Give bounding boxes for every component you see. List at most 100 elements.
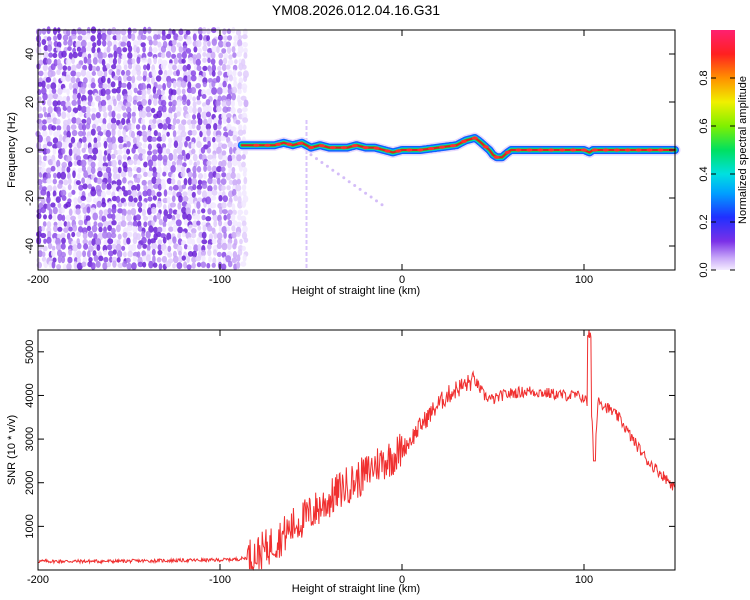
noise-cell: [100, 99, 107, 107]
noise-cell: [133, 159, 138, 166]
noise-cell: [107, 40, 113, 47]
noise-cell: [86, 106, 91, 114]
noise-cell: [160, 45, 167, 53]
noise-cell: [148, 119, 153, 125]
track-blob: [537, 148, 544, 152]
noise-cell: [133, 197, 138, 203]
noise-cell: [167, 239, 173, 245]
noise-cell: [176, 213, 181, 219]
noise-cell: [43, 45, 49, 52]
noise-cell: [86, 26, 91, 35]
noise-cell: [136, 141, 143, 147]
noise-cell: [126, 262, 132, 270]
noise-cell: [66, 105, 72, 113]
noise-cell: [162, 83, 167, 91]
noise-cell: [111, 206, 117, 214]
noise-cell: [161, 89, 165, 96]
noise-cell: [157, 244, 162, 251]
noise-cell: [65, 137, 71, 144]
noise-cell: [141, 94, 146, 100]
noise-cell: [80, 94, 87, 103]
noise-cell: [221, 202, 227, 209]
noise-cell: [36, 105, 43, 112]
noise-cell: [227, 260, 233, 268]
noise-cell: [152, 262, 158, 268]
noise-cell: [74, 257, 78, 263]
noise-cell: [152, 142, 158, 150]
noise-cell: [121, 245, 126, 251]
track-blob: [548, 148, 555, 152]
noise-cell: [191, 262, 196, 269]
noise-cell: [80, 81, 87, 90]
noise-cell: [211, 238, 217, 245]
noise-cell: [176, 111, 181, 117]
noise-cell: [188, 105, 194, 114]
noise-cell: [242, 225, 248, 233]
noise-cell: [143, 171, 148, 177]
artifact-cell: [305, 240, 308, 244]
noise-cell: [110, 232, 117, 239]
colorbar-label: Normalized spectral amplitude: [737, 76, 749, 224]
noise-cell: [156, 231, 162, 238]
noise-cell: [192, 96, 197, 102]
noise-cell: [113, 98, 117, 107]
noise-cell: [160, 52, 166, 59]
noise-cell: [152, 86, 157, 94]
track-blob: [340, 146, 347, 150]
noise-cell: [43, 111, 48, 118]
noise-cell: [87, 250, 91, 258]
noise-cell: [111, 220, 117, 226]
noise-cell: [137, 104, 144, 113]
noise-cell: [180, 171, 186, 178]
noise-cell: [231, 231, 237, 239]
noise-cell: [141, 118, 146, 125]
noise-cell: [147, 143, 152, 151]
noise-cell: [115, 28, 122, 36]
noise-cell: [157, 249, 163, 256]
noise-cell: [145, 106, 151, 113]
noise-cell: [118, 80, 122, 89]
noise-cell: [80, 39, 87, 48]
noise-cell: [156, 136, 163, 142]
noise-cell: [77, 105, 82, 111]
noise-cell: [125, 257, 131, 264]
noise-cell: [216, 251, 222, 258]
noise-cell: [232, 220, 238, 227]
noise-cell: [228, 179, 234, 185]
noise-cell: [156, 34, 161, 40]
artifact-cell: [364, 191, 368, 195]
noise-cell: [236, 178, 241, 185]
noise-cell: [234, 59, 238, 65]
noise-cell: [146, 63, 151, 71]
noise-cell: [162, 197, 168, 204]
heatmap-noise-layer: [35, 26, 384, 271]
noise-cell: [183, 244, 188, 250]
noise-cell: [197, 27, 203, 35]
noise-cell: [48, 208, 53, 216]
noise-cell: [156, 212, 161, 220]
noise-cell: [182, 64, 188, 72]
noise-cell: [107, 53, 113, 59]
noise-cell: [217, 34, 223, 41]
noise-cell: [103, 239, 108, 246]
noise-cell: [195, 82, 201, 89]
noise-cell: [161, 255, 167, 263]
noise-cell: [227, 201, 233, 208]
noise-cell: [216, 242, 222, 250]
noise-cell: [103, 70, 108, 78]
noise-cell: [88, 245, 94, 252]
noise-cell: [211, 262, 216, 268]
noise-cell: [172, 64, 177, 71]
noise-cell: [56, 100, 61, 106]
noise-cell: [127, 27, 132, 36]
noise-cell: [230, 126, 237, 132]
noise-cell: [206, 28, 211, 35]
noise-cell: [176, 87, 182, 96]
noise-cell: [167, 245, 172, 252]
noise-cell: [88, 146, 94, 155]
track-blob: [373, 146, 380, 150]
noise-cell: [233, 80, 238, 88]
noise-cell: [105, 129, 112, 138]
noise-cell: [40, 232, 47, 239]
noise-cell: [212, 153, 217, 160]
